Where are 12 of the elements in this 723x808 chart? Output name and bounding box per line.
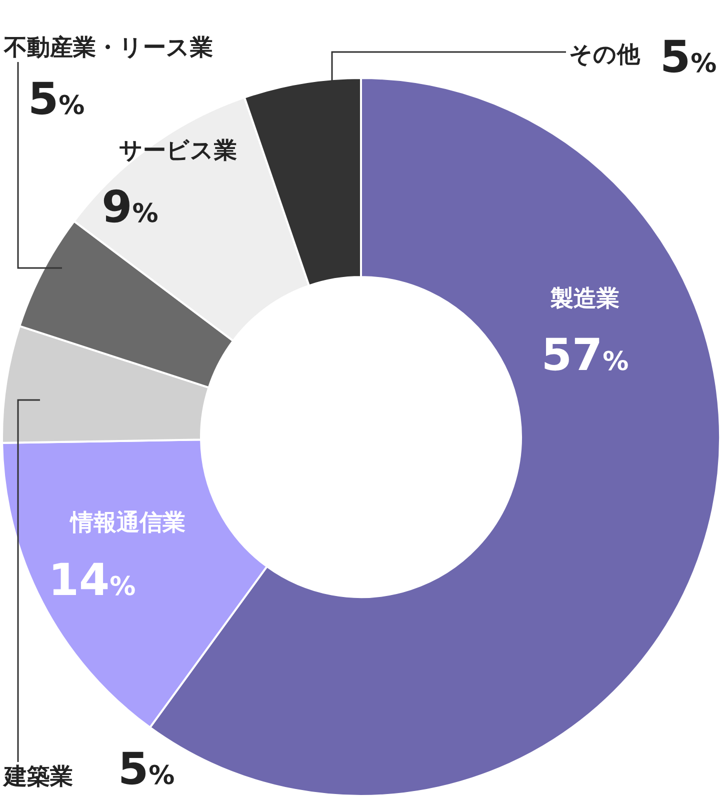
data-label: 5% <box>28 74 85 125</box>
data-label: 5% <box>660 32 717 83</box>
slice-label: 製造業 <box>550 286 620 312</box>
data-label: 5% <box>118 744 175 795</box>
data-label: 9% <box>102 182 158 233</box>
slice-label: 建築業 <box>2 764 73 790</box>
slice-label: その他 <box>569 42 641 68</box>
slice-label: 情報通信業 <box>68 510 186 536</box>
slice-label: 不動産業・リース業 <box>3 34 213 61</box>
data-label: 14% <box>48 555 136 606</box>
slice-label: サービス業 <box>119 138 237 164</box>
data-label: 57% <box>541 330 629 381</box>
